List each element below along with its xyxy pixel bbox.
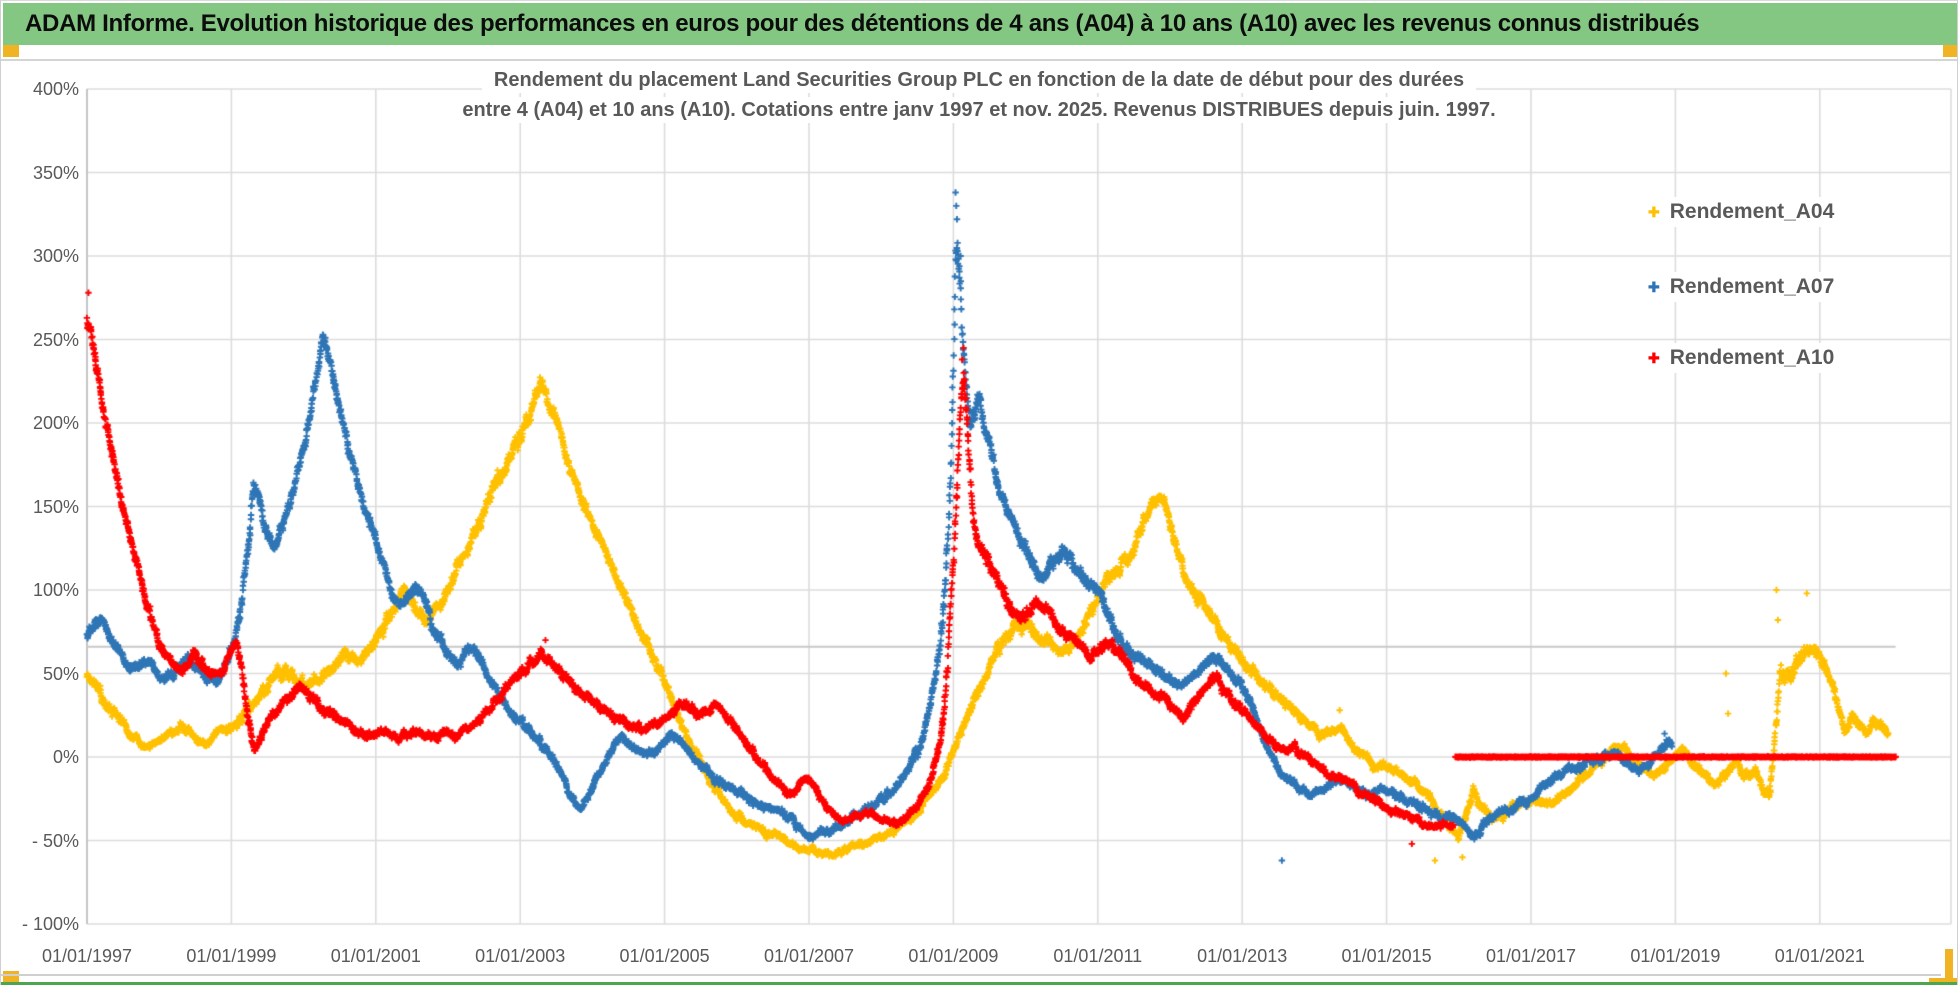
- legend-item-rendement-a07[interactable]: ✚ Rendement_A07: [1646, 272, 1845, 302]
- x-tick-label: 01/01/2005: [619, 946, 710, 966]
- y-tick-label: 150%: [32, 496, 79, 517]
- legend-item-rendement-a10[interactable]: ✚ Rendement_A10: [1646, 343, 1845, 373]
- legend-label: Rendement_A04: [1669, 200, 1835, 223]
- legend-label: Rendement_A10: [1669, 346, 1835, 369]
- plus-marker-icon: ✚: [1648, 204, 1660, 220]
- x-tick-label: 01/01/2019: [1630, 946, 1721, 966]
- x-tick-label: 01/01/2001: [330, 946, 421, 966]
- x-tick-label: 01/01/1997: [41, 946, 133, 966]
- x-tick-label: 01/01/2011: [1053, 946, 1143, 966]
- y-tick-label: 200%: [32, 413, 79, 433]
- chart-title-line2: entre 4 (A04) et 10 ans (A10). Cotations…: [450, 97, 1508, 123]
- x-tick-label: 01/01/2017: [1485, 946, 1577, 966]
- x-tick-label: 01/01/2003: [475, 946, 566, 966]
- x-tick-label: 01/01/2021: [1774, 946, 1865, 966]
- legend-label: Rendement_A07: [1669, 275, 1835, 298]
- legend-item-rendement-a04[interactable]: ✚ Rendement_A04: [1646, 197, 1845, 227]
- y-tick-label: 350%: [32, 162, 79, 183]
- y-tick-label: 250%: [32, 329, 79, 350]
- x-tick-label: 01/01/2009: [908, 946, 999, 966]
- plus-marker-icon: ✚: [1648, 350, 1660, 366]
- chart-title-line1: Rendement du placement Land Securities G…: [481, 67, 1477, 93]
- y-tick-label: 400%: [32, 79, 79, 99]
- y-tick-label: - 100%: [21, 914, 79, 934]
- x-tick-label: 01/01/2007: [763, 946, 855, 966]
- y-tick-label: 100%: [32, 580, 79, 600]
- plus-marker-icon: ✚: [1648, 279, 1660, 295]
- y-tick-label: 50%: [42, 663, 79, 684]
- y-tick-label: - 50%: [31, 830, 79, 851]
- y-tick-label: 0%: [52, 747, 79, 767]
- x-tick-label: 01/01/1999: [186, 946, 277, 966]
- x-tick-label: 01/01/2015: [1341, 946, 1432, 966]
- x-tick-label: 01/01/2013: [1197, 946, 1288, 966]
- y-tick-label: 300%: [32, 246, 79, 266]
